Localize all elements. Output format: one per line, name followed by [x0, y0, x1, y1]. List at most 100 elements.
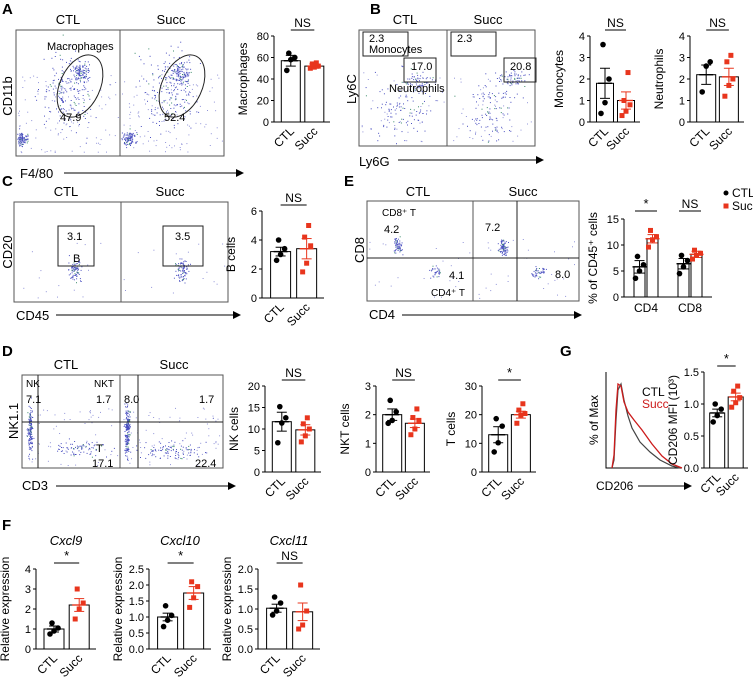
flow-dot: [80, 72, 82, 74]
flow-dot: [385, 101, 387, 103]
flow-dot: [434, 268, 436, 270]
flow-dot: [379, 91, 381, 93]
flow-dot: [79, 454, 81, 456]
flow-dot: [71, 443, 73, 445]
flow-dot: [87, 93, 89, 95]
flow-dot: [376, 74, 378, 76]
flow-dot: [82, 296, 84, 298]
flow-dot: [155, 456, 157, 458]
flow-dot: [72, 274, 74, 276]
flow-dot: [78, 60, 80, 62]
flow-dot: [126, 450, 128, 452]
flow-dot: [166, 111, 167, 113]
flow-dot: [557, 294, 558, 296]
flow-dot: [536, 270, 538, 272]
flow-dot: [182, 263, 184, 265]
flow-dot: [127, 143, 129, 145]
flow-dot: [158, 121, 160, 122]
flow-dot: [125, 445, 127, 447]
flow-dot: [173, 444, 175, 446]
flow-dot: [125, 426, 127, 428]
flow-dot: [95, 117, 97, 119]
flow-dot: [126, 417, 128, 418]
flow-dot: [70, 45, 72, 47]
flow-dot: [503, 105, 505, 107]
flow-dot: [421, 83, 423, 85]
data-point: [298, 439, 304, 445]
flow-dot: [380, 120, 382, 122]
flow-dot: [131, 137, 133, 139]
flow-dot: [127, 438, 129, 439]
flow-dot: [196, 449, 198, 451]
flow-dot: [79, 75, 81, 77]
flow-title-a-ctl: CTL: [56, 12, 81, 27]
flow-dot: [403, 103, 404, 105]
flow-dot: [28, 448, 30, 450]
flow-dot: [65, 450, 67, 452]
flow-dot: [432, 265, 434, 267]
flow-dot: [435, 248, 437, 249]
flow-dot: [31, 411, 33, 413]
data-point: [76, 606, 82, 612]
flow-dot: [179, 149, 181, 151]
x-tick-label: Succ: [498, 474, 527, 503]
flow-dot: [488, 111, 490, 113]
flow-dot: [182, 66, 184, 68]
flow-dot: [135, 417, 137, 419]
flow-dot: [501, 248, 503, 250]
flow-dot: [160, 447, 162, 449]
flow-dot: [138, 55, 140, 57]
flow-dot: [124, 431, 126, 432]
flow-dot: [506, 248, 508, 250]
flow-dot: [166, 92, 168, 94]
flow-dot: [21, 141, 23, 143]
flow-dot: [432, 268, 434, 270]
flow-dot: [174, 71, 176, 73]
flow-dot: [543, 271, 545, 273]
flow-dot: [535, 269, 537, 271]
flow-dot: [98, 416, 100, 418]
flow-dot: [415, 114, 417, 116]
flow-dot: [478, 85, 480, 87]
flow-dot: [400, 244, 402, 246]
flow-dot: [489, 80, 491, 82]
chart-title: Cxcl9: [50, 533, 83, 548]
flow-dot: [128, 428, 130, 430]
flow-dot: [154, 98, 156, 100]
flow-dot: [19, 140, 21, 142]
flow-dot: [190, 71, 192, 73]
flow-dot: [29, 414, 31, 416]
flow-dot: [157, 68, 159, 70]
flow-dot: [479, 119, 481, 121]
flow-dot: [503, 254, 505, 255]
flow-dot: [90, 410, 91, 412]
flow-dot: [87, 80, 89, 82]
flow-dot: [413, 109, 415, 111]
flow-dot: [156, 122, 158, 124]
flow-dot: [170, 82, 172, 84]
flow-dot: [80, 70, 82, 72]
hist-xlabel: CD206: [596, 479, 634, 493]
flow-dot: [153, 417, 155, 418]
flow-dot: [510, 72, 512, 74]
flow-dot: [182, 452, 184, 454]
flow-dot: [183, 71, 185, 73]
flow-dot: [152, 121, 154, 123]
flow-dot: [129, 416, 131, 418]
flow-dot: [78, 75, 80, 77]
flow-dot: [185, 448, 187, 450]
flow-dot: [182, 453, 184, 455]
flow-dot: [180, 448, 182, 450]
flow-dot: [400, 109, 402, 111]
flow-dot: [68, 274, 70, 276]
flow-dot: [512, 80, 514, 82]
flow-plot-c-ctl: [13, 201, 122, 303]
y-tick-label: 6: [251, 206, 257, 218]
flow-dot: [19, 144, 21, 146]
flow-dot: [96, 142, 98, 144]
flow-dot: [175, 97, 177, 99]
flow-dot: [455, 286, 457, 288]
y-tick-label: 0.0: [129, 644, 144, 656]
gate-value-d-t-ctl: 17.1: [92, 458, 113, 470]
y-tick-label: 0: [579, 117, 585, 129]
